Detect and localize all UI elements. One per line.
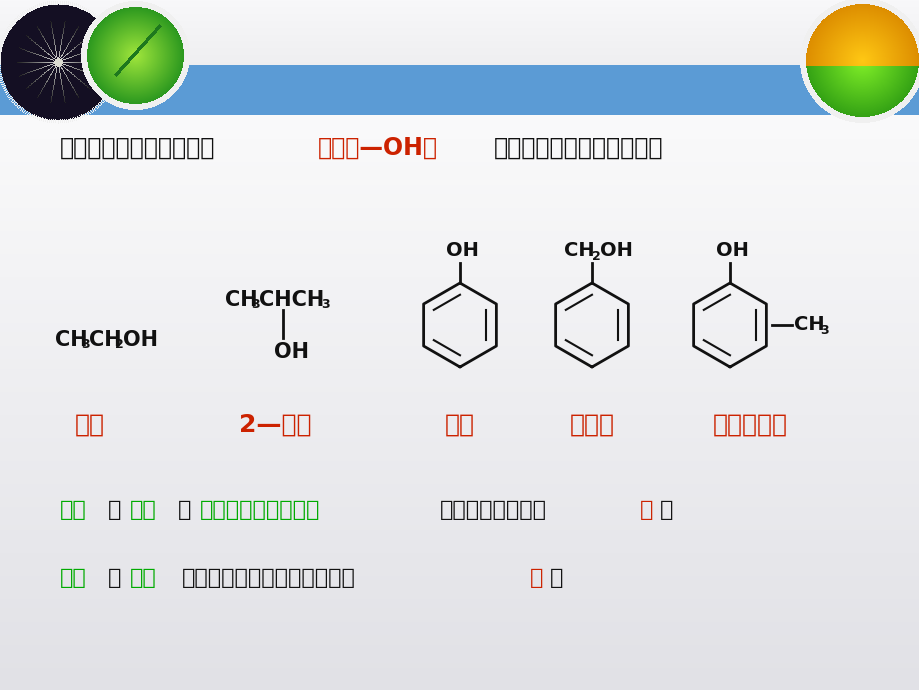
Text: 羟基: 羟基 xyxy=(60,568,86,588)
Text: 乙醇: 乙醇 xyxy=(75,413,105,437)
Text: OH: OH xyxy=(274,342,309,362)
Text: 苯环侧链上的碳原子: 苯环侧链上的碳原子 xyxy=(199,500,320,520)
Text: CH: CH xyxy=(225,290,257,310)
Text: 相连的化合物称为: 相连的化合物称为 xyxy=(439,500,547,520)
Text: 3: 3 xyxy=(81,339,89,351)
Text: 苯酚: 苯酚 xyxy=(445,413,474,437)
Text: 与: 与 xyxy=(108,568,121,588)
Text: 2: 2 xyxy=(591,250,600,262)
Text: OH: OH xyxy=(715,241,748,261)
Text: 与: 与 xyxy=(108,500,121,520)
Text: 2: 2 xyxy=(115,339,124,351)
Text: 3: 3 xyxy=(819,324,828,337)
Text: 2—丙醇: 2—丙醇 xyxy=(239,413,311,437)
Text: 烃分子中的氢原子可以被: 烃分子中的氢原子可以被 xyxy=(60,136,215,160)
Text: 烃基: 烃基 xyxy=(130,500,156,520)
Text: 3: 3 xyxy=(251,299,259,311)
Text: CH: CH xyxy=(563,241,594,261)
Text: 取代而衍生出含羟基化合物: 取代而衍生出含羟基化合物 xyxy=(494,136,663,160)
Text: 或: 或 xyxy=(177,500,191,520)
Text: OH: OH xyxy=(599,241,632,261)
Text: CH: CH xyxy=(55,330,87,350)
Text: 羟基: 羟基 xyxy=(60,500,86,520)
Text: 。: 。 xyxy=(550,568,562,588)
Text: 苯甲醇: 苯甲醇 xyxy=(569,413,614,437)
Text: 醇: 醇 xyxy=(640,500,652,520)
Text: 3: 3 xyxy=(321,299,329,311)
Text: CHCH: CHCH xyxy=(259,290,323,310)
Text: CH: CH xyxy=(89,330,121,350)
Text: CH: CH xyxy=(793,315,823,335)
Text: 苯环: 苯环 xyxy=(130,568,156,588)
Text: OH: OH xyxy=(123,330,158,350)
Text: 邀甲基苯酚: 邀甲基苯酚 xyxy=(711,413,787,437)
Text: 酚: 酚 xyxy=(529,568,543,588)
Text: OH: OH xyxy=(446,241,479,261)
Text: 直接相连而形成的化合物称为: 直接相连而形成的化合物称为 xyxy=(182,568,356,588)
Text: 羟基（—OH）: 羟基（—OH） xyxy=(318,136,437,160)
Text: 。: 。 xyxy=(659,500,673,520)
